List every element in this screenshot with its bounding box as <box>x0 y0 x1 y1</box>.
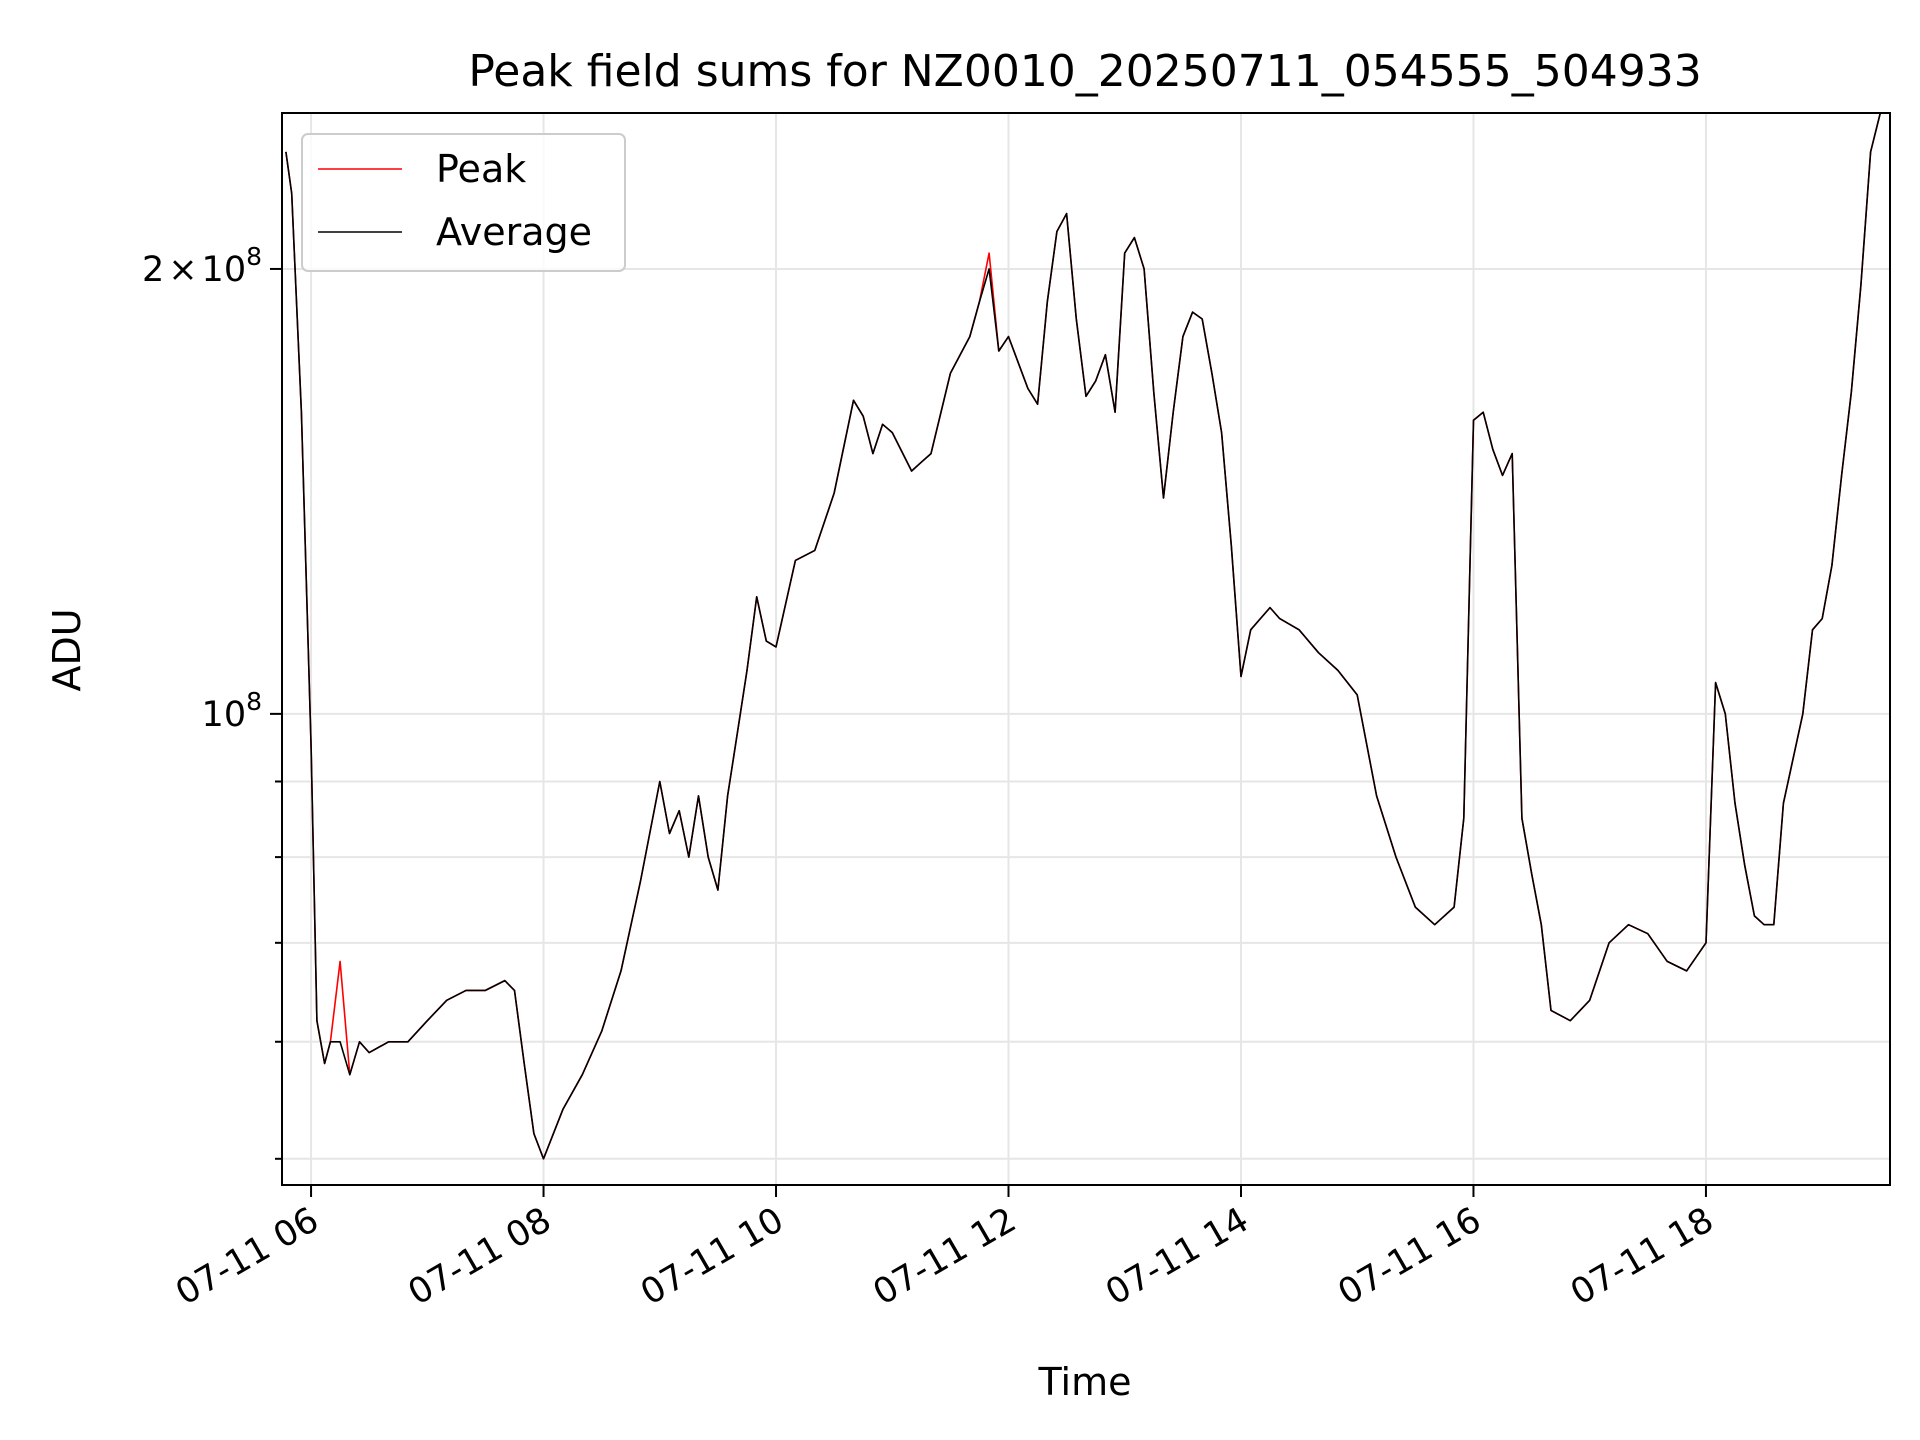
y-axis-label: ADU <box>45 608 89 691</box>
y-tick-times: × <box>168 250 197 290</box>
x-tick-label: 07-11 10 <box>634 1200 790 1313</box>
y-tick-exponent: 8 <box>246 687 262 716</box>
x-tick-label: 07-11 08 <box>402 1200 558 1313</box>
x-tick-label: 07-11 12 <box>867 1200 1023 1313</box>
y-tick-label: 2 × 108 <box>142 242 262 290</box>
x-tick-label: 07-11 16 <box>1332 1200 1488 1313</box>
chart-title: Peak field sums for NZ0010_20250711_0545… <box>468 46 1701 97</box>
x-tick-label: 07-11 14 <box>1099 1200 1255 1313</box>
x-axis-label: Time <box>1038 1360 1132 1404</box>
x-tick-label: 07-11 18 <box>1564 1200 1720 1313</box>
legend-label-peak: Peak <box>436 147 526 191</box>
plot-frame <box>281 112 1891 1186</box>
y-tick-base: 10 <box>202 250 247 290</box>
x-tick-label: 07-11 06 <box>169 1200 325 1313</box>
x-axis: 07-11 06 07-11 08 07-11 10 07-11 12 07-11 14… <box>169 1185 1720 1313</box>
y-tick-base: 10 <box>202 695 247 735</box>
legend-label-average: Average <box>436 210 592 254</box>
series-line-average <box>285 112 1890 1160</box>
y-tick-label: 108 <box>202 687 262 735</box>
y-tick-coef: 2 <box>142 250 164 290</box>
series-group <box>285 112 1890 1160</box>
grid <box>282 113 1890 1185</box>
legend: Peak Average <box>301 133 626 272</box>
y-tick-exponent: 8 <box>246 242 262 271</box>
